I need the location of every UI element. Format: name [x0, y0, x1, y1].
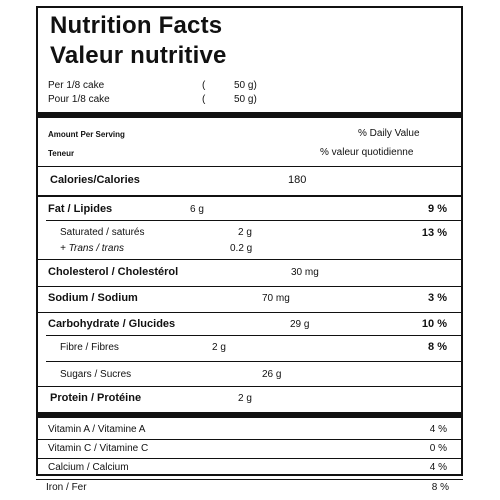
sugars-label: Sugars / Sucres — [60, 369, 132, 380]
divider — [38, 286, 461, 287]
calories-value: 180 — [288, 174, 307, 186]
fat-amount: 6 g — [190, 204, 204, 215]
calories-label: Calories/Calories — [50, 174, 140, 186]
divider — [36, 479, 463, 480]
divider — [46, 220, 461, 221]
divider — [38, 386, 461, 387]
fat-label: Fat / Lipides — [48, 203, 113, 215]
sodium-label: Sodium / Sodium — [48, 292, 138, 304]
serving-amount-en: 50 g) — [234, 80, 257, 91]
iron-label: Iron / Fer — [46, 482, 87, 493]
saturated-amount: 2 g — [238, 227, 252, 238]
nutrition-facts-table: Nutrition Facts Valeur nutritive Per 1/8… — [36, 6, 463, 476]
daily-value-en: % Daily Value — [358, 128, 420, 139]
protein-label: Protein / Protéine — [50, 392, 142, 404]
serving-size-fr: Pour 1/8 cake — [48, 94, 110, 105]
saturated-label: Saturated / saturés — [60, 227, 145, 238]
serving-size-en: Per 1/8 cake — [48, 80, 105, 91]
divider — [38, 458, 461, 459]
teneur-label: Teneur — [48, 149, 75, 158]
divider-thick — [38, 112, 461, 118]
divider — [38, 439, 461, 440]
sugars-amount: 26 g — [262, 369, 282, 380]
saturated-daily-value: 13 % — [421, 227, 447, 239]
serving-paren-fr: ( — [202, 94, 206, 105]
trans-label: + Trans / trans — [60, 243, 125, 254]
vitamin-a-daily-value: 4 % — [429, 424, 447, 435]
iron-daily-value: 8 % — [431, 482, 449, 493]
fat-daily-value: 9 % — [428, 203, 447, 215]
amount-per-serving: Amount Per Serving — [48, 130, 125, 139]
divider — [46, 361, 461, 362]
vitamin-a-label: Vitamin A / Vitamine A — [48, 424, 146, 435]
trans-amount: 0.2 g — [230, 243, 253, 254]
vitamin-c-daily-value: 0 % — [429, 443, 447, 454]
fibre-daily-value: 8 % — [428, 341, 447, 353]
carbohydrate-amount: 29 g — [290, 319, 310, 330]
daily-value-fr: % valeur quotidienne — [320, 147, 414, 158]
title-french: Valeur nutritive — [50, 42, 227, 69]
divider — [38, 312, 461, 313]
carbohydrate-daily-value: 10 % — [421, 318, 447, 330]
protein-amount: 2 g — [238, 393, 252, 404]
divider — [46, 335, 461, 336]
title-english: Nutrition Facts — [50, 12, 223, 39]
sodium-amount: 70 mg — [262, 293, 290, 304]
divider — [38, 166, 461, 167]
cholesterol-label: Cholesterol / Cholestérol — [48, 266, 179, 278]
sodium-daily-value: 3 % — [428, 292, 447, 304]
divider — [38, 259, 461, 260]
fibre-label: Fibre / Fibres — [60, 342, 119, 353]
fibre-amount: 2 g — [212, 342, 226, 353]
calcium-daily-value: 4 % — [429, 462, 447, 473]
divider-thick — [38, 412, 461, 418]
serving-paren-en: ( — [202, 80, 206, 91]
calcium-label: Calcium / Calcium — [48, 462, 129, 473]
serving-amount-fr: 50 g) — [234, 94, 257, 105]
cholesterol-amount: 30 mg — [291, 267, 319, 278]
divider — [38, 195, 461, 197]
carbohydrate-label: Carbohydrate / Glucides — [48, 318, 176, 330]
vitamin-c-label: Vitamin C / Vitamine C — [48, 443, 149, 454]
